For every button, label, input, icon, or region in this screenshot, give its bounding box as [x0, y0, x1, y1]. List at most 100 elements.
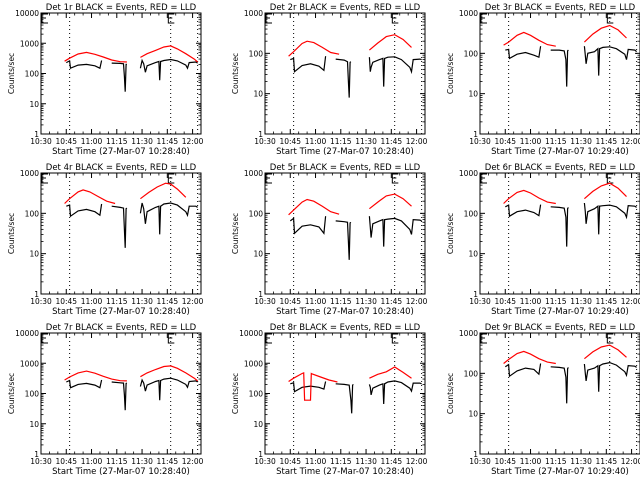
x-tick-label: 11:30: [355, 137, 377, 146]
series-events-line: [290, 56, 327, 73]
x-tick-label: 11:15: [545, 137, 567, 146]
e-marker-E: [391, 333, 399, 344]
y-tick-label: 10000: [239, 329, 263, 338]
panel-det-1: Det 1r BLACK = Events, RED = LLD 1 10 100 10…: [7, 3, 204, 157]
x-tick-label: 10:30: [30, 297, 52, 306]
series-events-line: [66, 379, 103, 389]
y-axis-label: Counts/sec: [446, 373, 455, 414]
x-tick-label: 11:30: [131, 137, 153, 146]
x-tick-label: 11:15: [106, 297, 128, 306]
y-tick-label: 100: [25, 390, 40, 399]
panel-title: Det 3r BLACK = Events, RED = LLD: [485, 3, 636, 13]
y-tick-label: 1000: [244, 169, 263, 178]
y-tick-label: 10: [29, 100, 39, 109]
plot-frame: [479, 12, 640, 135]
series-lld-line: [288, 40, 340, 57]
y-tick-label: 10: [468, 250, 478, 259]
x-axis-label: Start Time (27-Mar-07 10:28:40): [276, 147, 414, 157]
x-tick-label: 11:15: [545, 457, 567, 466]
y-tick-label: 100: [25, 209, 40, 218]
y-tick-label: 10: [253, 250, 263, 259]
x-tick-label: 11:15: [106, 137, 128, 146]
x-tick-label: 11:45: [596, 137, 618, 146]
y-tick-label: 100: [464, 49, 479, 58]
e-marker-E: [167, 173, 175, 184]
y-tick-label: 1000: [244, 359, 263, 368]
e-marker-E: [167, 13, 175, 24]
y-tick-label: 1: [258, 290, 263, 299]
e-marker-E: [391, 173, 399, 184]
panel-det-5: Det 5r BLACK = Events, RED = LLD 1 10 100 10…: [231, 163, 428, 317]
series-events-line: [335, 58, 352, 98]
e-marker-E: [41, 333, 48, 344]
plot-frame: [40, 172, 202, 295]
x-tick-label: 11:00: [81, 137, 103, 146]
panel-det-9: Det 9r BLACK = Events, RED = LLD 1 10 100 10…: [446, 323, 640, 477]
y-tick-label: 10: [253, 90, 263, 99]
panel-det-3: Det 3r BLACK = Events, RED = LLD 1 10 100 10…: [446, 3, 640, 157]
x-tick-label: 11:30: [570, 297, 592, 306]
series-events-line: [550, 206, 569, 247]
x-tick-label: 10:30: [254, 457, 276, 466]
series-events-line: [66, 59, 103, 70]
e-marker-E: [41, 13, 48, 24]
x-axis-label: Start Time (27-Mar-07 10:28:40): [52, 467, 190, 477]
y-tick-label: 10000: [15, 329, 39, 338]
y-axis-label: Counts/sec: [7, 213, 16, 254]
y-axis-label: Counts/sec: [231, 213, 240, 254]
series-lld-line: [140, 182, 187, 200]
panel-title: Det 5r BLACK = Events, RED = LLD: [270, 163, 421, 173]
series-lld-line: [369, 366, 412, 379]
y-tick-label: 100: [249, 49, 264, 58]
y-tick-label: 1: [258, 450, 263, 459]
plot-frame: [264, 12, 426, 135]
y-tick-label: 10: [29, 420, 39, 429]
x-axis-label: Start Time (27-Mar-07 10:28:40): [52, 307, 190, 317]
y-axis-label: Counts/sec: [231, 373, 240, 414]
x-tick-label: 10:45: [279, 297, 301, 306]
x-tick-label: 11:15: [330, 457, 352, 466]
x-tick-label: 12:00: [621, 457, 640, 466]
x-tick-label: 11:00: [520, 297, 542, 306]
panel-title: Det 7r BLACK = Events, RED = LLD: [46, 323, 197, 333]
x-tick-label: 11:00: [520, 137, 542, 146]
panel-det-7: Det 7r BLACK = Events, RED = LLD 1 10 100 10…: [7, 323, 204, 477]
series-events-line: [139, 202, 198, 235]
panel-det-2: Det 2r BLACK = Events, RED = LLD 1 10 100 10…: [231, 3, 428, 157]
x-tick-label: 12:00: [182, 137, 204, 146]
series-events-line: [583, 46, 638, 76]
x-tick-label: 11:15: [330, 297, 352, 306]
x-axis-label: Start Time (27-Mar-07 10:28:40): [276, 307, 414, 317]
series-events-line: [111, 62, 127, 92]
y-tick-label: 10: [253, 420, 263, 429]
y-tick-label: 1000: [20, 169, 39, 178]
series-lld-line: [288, 198, 340, 216]
x-tick-label: 10:45: [279, 137, 301, 146]
series-events-line: [290, 381, 327, 393]
panel-title: Det 8r BLACK = Events, RED = LLD: [270, 323, 421, 333]
panel-title: Det 1r BLACK = Events, RED = LLD: [46, 3, 197, 13]
x-tick-label: 11:00: [520, 457, 542, 466]
x-tick-label: 11:00: [305, 297, 327, 306]
y-tick-label: 1000: [459, 9, 478, 18]
series-events-line: [505, 46, 542, 60]
x-tick-label: 11:00: [81, 457, 103, 466]
x-axis-label: Start Time (27-Mar-07 10:29:40): [491, 147, 629, 157]
x-tick-label: 11:00: [305, 457, 327, 466]
x-tick-label: 11:15: [106, 457, 128, 466]
series-lld-line: [503, 350, 556, 365]
e-marker-E: [480, 13, 487, 24]
series-events-line: [368, 216, 422, 247]
x-tick-label: 10:45: [494, 297, 516, 306]
series-lld-line: [503, 189, 556, 205]
x-tick-label: 10:45: [279, 457, 301, 466]
panel-det-6: Det 6r BLACK = Events, RED = LLD 1 10 100 10…: [446, 163, 640, 317]
plot-frame: [264, 172, 426, 295]
series-events-line: [335, 383, 354, 414]
series-events-line: [289, 216, 327, 235]
series-events-line: [368, 56, 422, 87]
y-tick-label: 1: [34, 450, 39, 459]
series-events-line: [66, 203, 103, 218]
x-tick-label: 11:30: [355, 457, 377, 466]
